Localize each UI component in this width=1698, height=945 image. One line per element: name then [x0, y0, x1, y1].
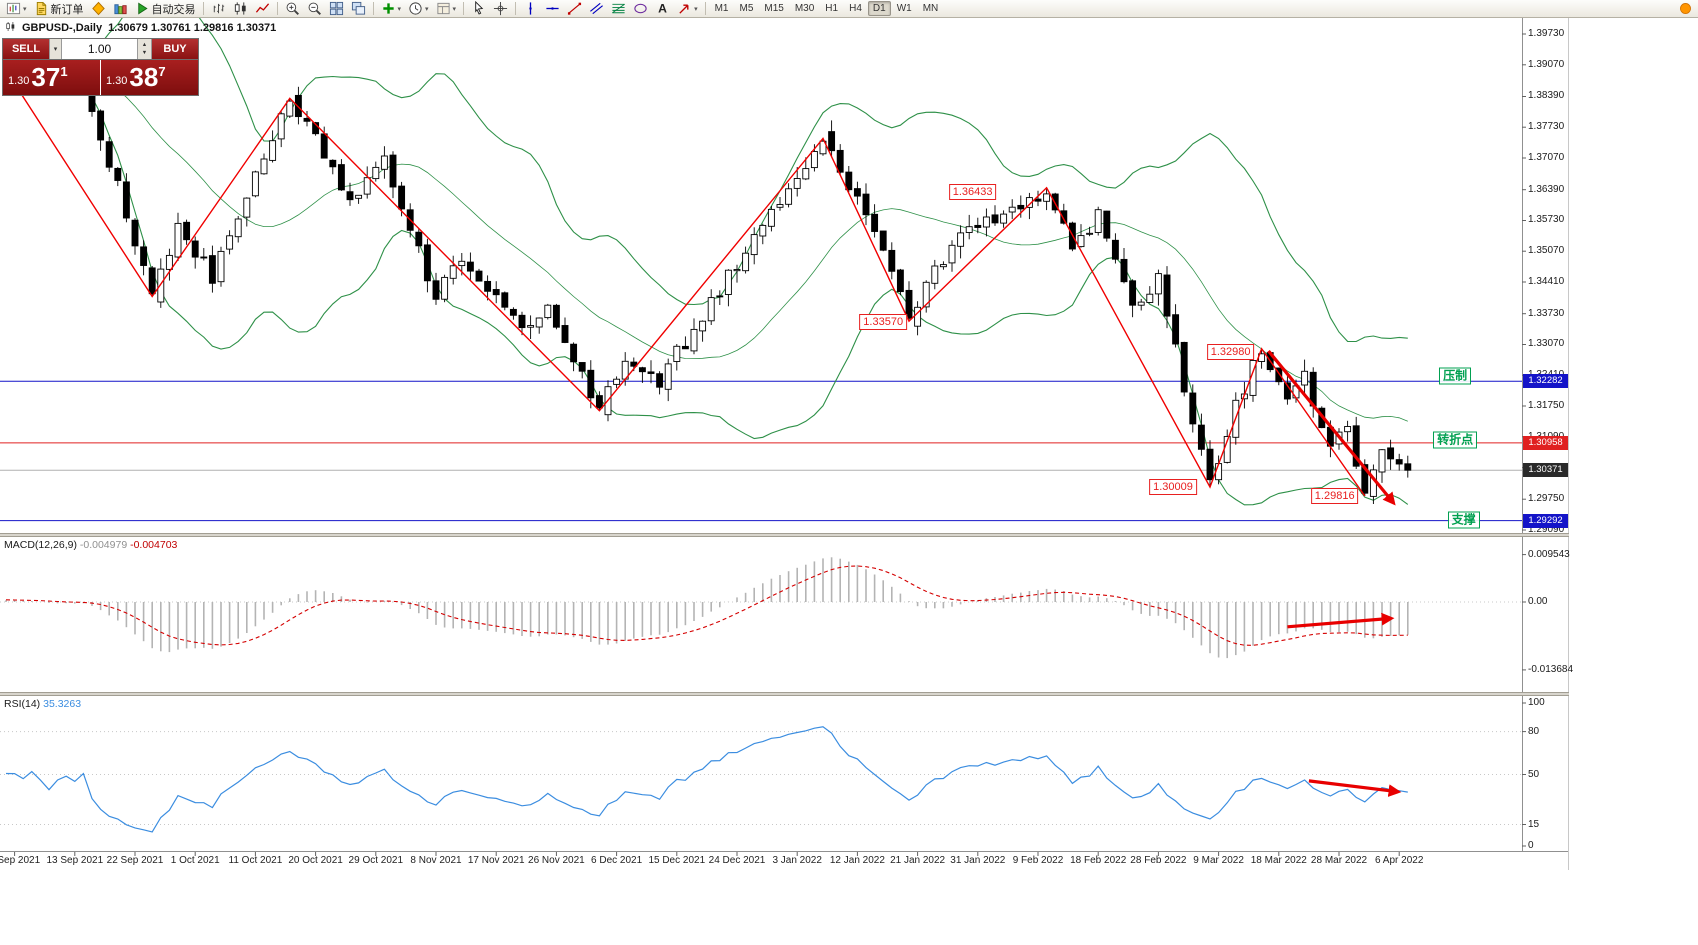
timeframe-m15-button[interactable]: M15 [759, 1, 788, 16]
sell-button[interactable]: SELL [3, 39, 49, 59]
timeframe-w1-button[interactable]: W1 [892, 1, 917, 16]
toolbar-separator [704, 2, 706, 15]
macd-signal-value: -0.004703 [130, 539, 178, 551]
timeframe-m30-button[interactable]: M30 [790, 1, 819, 16]
toolbar: ▾ 新订单 自动交易 ▾ ▾ ▾ A ▾ M1 M5 M15 M30 H1 H4 D1 W1 MN [0, 0, 1698, 18]
arrow-objects-icon[interactable]: ▾ [674, 1, 701, 17]
macd-indicator-label: MACD(12,26,9) -0.004979 -0.004703 [4, 539, 177, 551]
sell-price-base: 1.30 [8, 74, 30, 87]
templates-icon[interactable]: ▾ [433, 1, 460, 17]
buy-price-display[interactable]: 1.30 38 7 [101, 60, 198, 95]
timeframe-mn-button[interactable]: MN [918, 1, 944, 16]
panel-splitter-macd[interactable] [0, 533, 1569, 537]
chart-symbol-period: GBPUSD-,Daily [22, 22, 103, 34]
indicators-icon[interactable]: ▾ [378, 1, 405, 17]
volume-input[interactable] [62, 39, 137, 59]
chart-title-row: GBPUSD-,Daily 1.30679 1.30761 1.29816 1.… [5, 21, 276, 35]
periods-icon[interactable]: ▾ [405, 1, 432, 17]
rsi-name: RSI(14) [4, 698, 41, 710]
sell-price-display[interactable]: 1.30 37 1 [3, 60, 100, 95]
buy-price-pipette: 7 [158, 64, 166, 79]
timeframe-d1-button[interactable]: D1 [867, 1, 891, 16]
rsi-indicator-label: RSI(14) 35.3263 [4, 698, 81, 710]
autotrading-button[interactable]: 自动交易 [132, 1, 199, 17]
cursor-icon[interactable] [468, 1, 489, 17]
toolbar-separator [515, 2, 517, 15]
zoom-in-icon[interactable] [282, 1, 303, 17]
buy-price-base: 1.30 [106, 74, 128, 87]
equidistant-channel-icon[interactable] [586, 1, 607, 17]
sell-price-pipette: 1 [60, 64, 68, 79]
text-icon[interactable]: A [652, 1, 673, 17]
zoom-out-icon[interactable] [304, 1, 325, 17]
buy-button[interactable]: BUY [152, 39, 198, 59]
timeframe-h1-button[interactable]: H1 [820, 1, 843, 16]
timeframe-h4-button[interactable]: H4 [844, 1, 867, 16]
rsi-value: 35.3263 [43, 698, 82, 710]
svg-text:A: A [658, 2, 667, 16]
panel-splitter-rsi[interactable] [0, 692, 1569, 696]
chart-ohlc: 1.30679 1.30761 1.29816 1.30371 [108, 22, 277, 34]
trade-prices-row: 1.30 37 1 1.30 38 7 [3, 59, 198, 95]
macd-main-value: -0.004979 [79, 539, 128, 551]
candlestick-chart-icon[interactable] [230, 1, 251, 17]
toolbar-separator [372, 2, 374, 15]
shapes-icon[interactable] [630, 1, 651, 17]
toolbar-separator [202, 2, 204, 15]
line-chart-icon[interactable] [252, 1, 273, 17]
new-order-button[interactable]: 新订单 [31, 1, 87, 17]
volume-spinner[interactable]: ▲ ▼ [137, 39, 152, 59]
crosshair-icon[interactable] [490, 1, 511, 17]
bar-chart-icon[interactable] [208, 1, 229, 17]
timeframe-m1-button[interactable]: M1 [710, 1, 734, 16]
toolbar-separator [463, 2, 465, 15]
buy-price-pips: 38 [129, 61, 159, 92]
one-click-trading-panel: SELL ▾ ▲▼ BUY 1.30 37 1 1.30 38 7 [2, 38, 199, 96]
toolbar-separator [276, 2, 278, 15]
sell-price-pips: 37 [31, 61, 61, 92]
new-chart-icon[interactable]: ▾ [3, 1, 30, 17]
market-watch-icon[interactable] [110, 1, 131, 17]
connection-status-icon[interactable] [1676, 0, 1695, 18]
vertical-line-icon[interactable] [520, 1, 541, 17]
chart-window-icon [5, 21, 16, 35]
cascade-windows-icon[interactable] [348, 1, 369, 17]
macd-name: MACD(12,26,9) [4, 539, 77, 551]
trade-controls-row: SELL ▾ ▲▼ BUY [3, 39, 198, 59]
order-type-dropdown[interactable]: ▾ [49, 39, 62, 59]
guru-icon[interactable] [88, 1, 109, 17]
timeframe-m5-button[interactable]: M5 [734, 1, 758, 16]
trendline-icon[interactable] [564, 1, 585, 17]
fibonacci-icon[interactable] [608, 1, 629, 17]
horizontal-line-icon[interactable] [542, 1, 563, 17]
tile-windows-icon[interactable] [326, 1, 347, 17]
